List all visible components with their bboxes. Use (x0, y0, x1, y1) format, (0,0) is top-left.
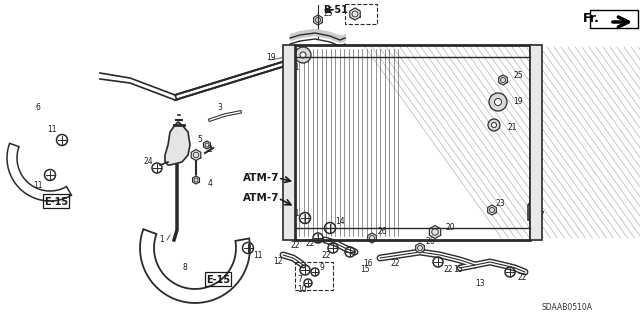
Text: 23: 23 (495, 198, 505, 207)
Text: 21: 21 (291, 63, 300, 72)
Circle shape (489, 93, 507, 111)
Polygon shape (350, 8, 360, 20)
Text: E-15: E-15 (206, 275, 230, 285)
Polygon shape (429, 226, 440, 239)
Text: 17: 17 (535, 211, 545, 219)
Text: 11: 11 (33, 181, 43, 189)
Polygon shape (193, 176, 200, 184)
Text: 3: 3 (218, 103, 223, 113)
Polygon shape (367, 233, 376, 243)
Polygon shape (191, 150, 201, 160)
Text: 14: 14 (335, 218, 345, 226)
Text: 26: 26 (425, 238, 435, 247)
Text: 24: 24 (143, 158, 153, 167)
Bar (590, 10, 638, 28)
Text: 6: 6 (36, 103, 40, 113)
Text: ATM-7: ATM-7 (243, 173, 280, 183)
Circle shape (488, 119, 500, 131)
Text: ATM-7: ATM-7 (243, 193, 280, 203)
Polygon shape (415, 243, 424, 253)
Text: 22: 22 (305, 239, 315, 248)
Polygon shape (100, 73, 175, 100)
Text: 11: 11 (253, 250, 263, 259)
Circle shape (300, 52, 306, 58)
Text: 22: 22 (390, 258, 400, 268)
Text: 15: 15 (453, 265, 463, 275)
Circle shape (295, 47, 311, 63)
Polygon shape (175, 58, 295, 100)
Text: E-15: E-15 (44, 197, 68, 207)
Circle shape (495, 99, 502, 106)
Text: 7: 7 (298, 276, 303, 285)
Text: 13: 13 (475, 278, 485, 287)
Text: 20: 20 (445, 224, 455, 233)
Polygon shape (499, 75, 508, 85)
Text: 9: 9 (319, 263, 324, 272)
Text: 21: 21 (508, 123, 516, 132)
Text: 19: 19 (513, 98, 523, 107)
Circle shape (492, 122, 497, 128)
Text: 22: 22 (444, 265, 452, 275)
Text: 5: 5 (198, 136, 202, 145)
Text: 11: 11 (291, 209, 300, 218)
Bar (345, 4, 377, 24)
Text: 4: 4 (207, 179, 212, 188)
Text: SDAAB0510A: SDAAB0510A (541, 303, 592, 313)
Bar (530, 45, 542, 240)
Bar (295, 45, 530, 240)
Text: Fr.: Fr. (583, 11, 600, 25)
Polygon shape (488, 205, 497, 215)
Polygon shape (165, 122, 190, 165)
Text: 2: 2 (207, 145, 212, 154)
Polygon shape (7, 143, 72, 201)
Text: 22: 22 (517, 273, 527, 283)
Text: 11: 11 (47, 125, 57, 135)
Polygon shape (140, 229, 250, 303)
Bar (283, 45, 295, 240)
Text: 10: 10 (297, 286, 307, 294)
Text: 22: 22 (291, 241, 300, 249)
Text: 12: 12 (273, 257, 283, 266)
Polygon shape (314, 15, 323, 25)
Polygon shape (204, 141, 211, 149)
Text: 15: 15 (360, 265, 370, 275)
Polygon shape (528, 200, 534, 220)
Text: 22: 22 (321, 251, 331, 261)
Text: B-51: B-51 (323, 5, 348, 15)
Bar (295, 262, 333, 290)
Text: 26: 26 (377, 227, 387, 236)
Text: 25: 25 (513, 70, 523, 79)
Text: 16: 16 (363, 259, 373, 269)
Bar (205, 272, 231, 286)
Text: 8: 8 (182, 263, 188, 272)
Text: 25: 25 (323, 10, 333, 19)
Text: 19: 19 (266, 54, 276, 63)
Bar (43, 194, 69, 208)
Text: 1: 1 (159, 235, 164, 244)
